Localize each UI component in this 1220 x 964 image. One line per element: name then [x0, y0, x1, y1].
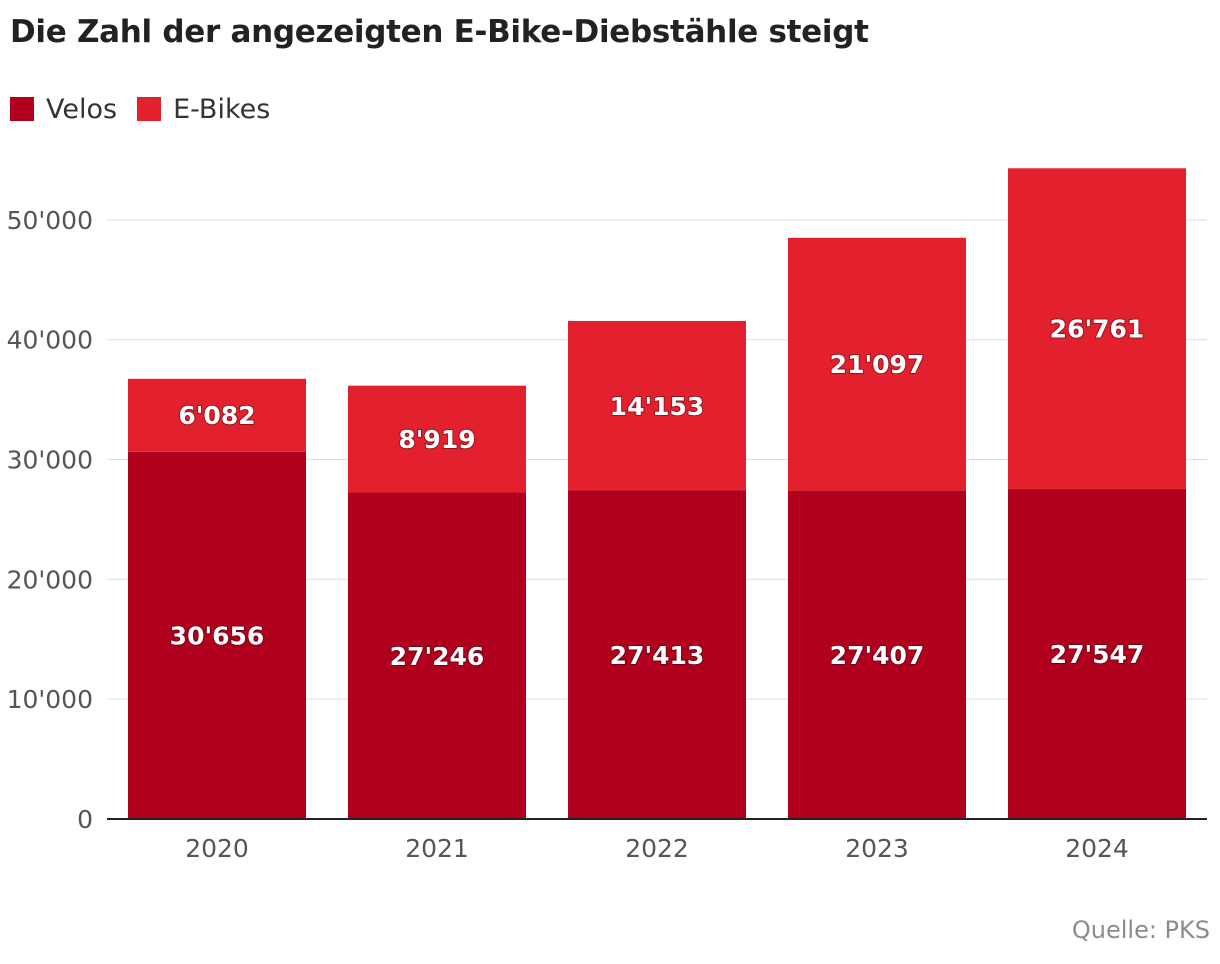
- legend-swatch-velos: [10, 97, 34, 121]
- legend-swatch-ebikes: [137, 97, 162, 121]
- data-label: 8'919: [398, 425, 475, 454]
- data-label: 27'547: [1050, 640, 1145, 669]
- data-label: 27'407: [830, 641, 925, 670]
- bar-e-bikes: [128, 378, 306, 452]
- data-label: 30'656: [170, 621, 265, 650]
- data-label: 14'153: [610, 392, 705, 421]
- bar-e-bikes: [568, 320, 746, 491]
- bar-velos: [568, 490, 746, 819]
- legend-item-ebikes: E-Bikes: [137, 94, 270, 125]
- x-tick-label: 2024: [1065, 834, 1129, 863]
- legend-label-velos: Velos: [46, 93, 118, 125]
- legend-item-velos: Velos: [10, 94, 117, 125]
- y-tick-label: 10'000: [7, 685, 93, 714]
- y-tick-label: 30'000: [7, 446, 93, 475]
- x-tick-label: 2020: [185, 834, 249, 863]
- bar-e-bikes: [1008, 168, 1186, 489]
- data-label: 27'246: [390, 642, 485, 671]
- chart-title: Die Zahl der angezeigten E-Bike-Diebstäh…: [10, 14, 869, 50]
- data-label: 26'761: [1050, 315, 1145, 344]
- legend: Velos E-Bikes: [10, 92, 270, 126]
- bar-velos: [788, 490, 966, 819]
- x-tick-label: 2023: [845, 834, 909, 863]
- bar-e-bikes: [788, 237, 966, 491]
- data-label: 21'097: [830, 350, 925, 379]
- data-label: 27'413: [610, 641, 705, 670]
- bar-velos: [1008, 488, 1186, 819]
- bar-velos: [348, 492, 526, 819]
- source-note: Quelle: PKS: [1071, 916, 1210, 944]
- bar-velos: [128, 451, 306, 819]
- x-tick-label: 2021: [405, 834, 469, 863]
- bar-e-bikes: [348, 385, 526, 493]
- y-tick-label: 0: [77, 805, 93, 834]
- y-tick-label: 40'000: [7, 326, 93, 355]
- y-tick-label: 20'000: [7, 565, 93, 594]
- y-tick-label: 50'000: [7, 206, 93, 235]
- legend-label-ebikes: E-Bikes: [173, 93, 271, 125]
- x-tick-label: 2022: [625, 834, 689, 863]
- data-label: 6'082: [178, 401, 255, 430]
